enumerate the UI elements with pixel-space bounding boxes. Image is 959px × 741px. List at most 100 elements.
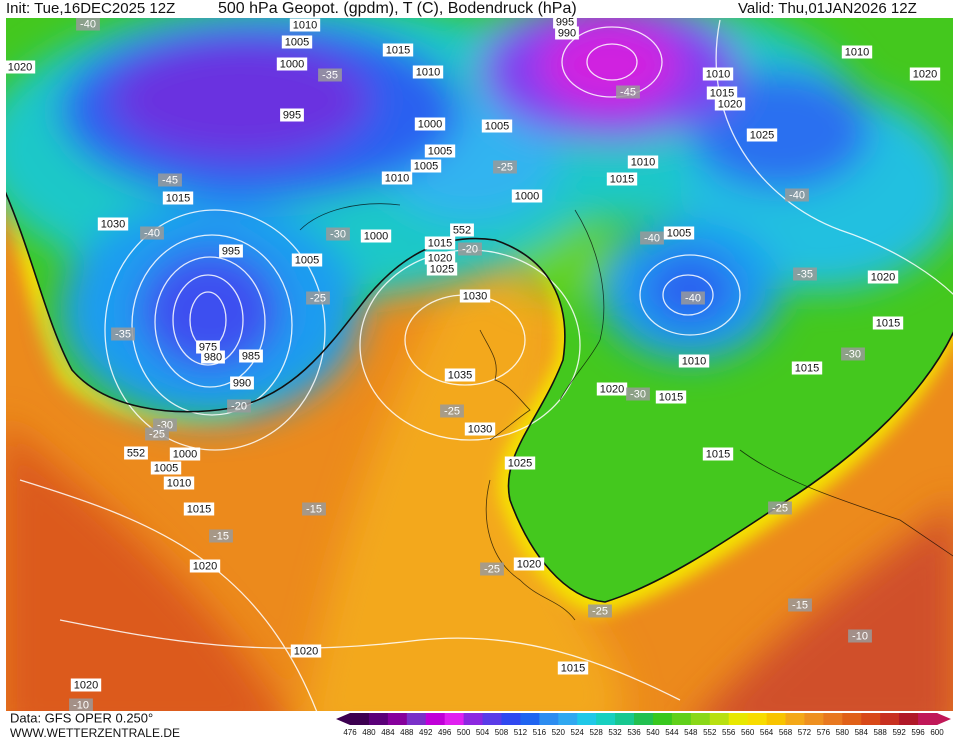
temperature-label: -10: [73, 699, 89, 711]
temperature-label: -10: [852, 630, 868, 642]
pressure-label-box: [230, 376, 254, 390]
colorbar-cell: [444, 713, 465, 725]
pressure-label-box: [459, 289, 491, 303]
colorbar-label: 516: [533, 728, 547, 737]
temperature-label-box: [480, 562, 504, 576]
pressure-label: 1005: [485, 120, 509, 132]
temperature-label: -25: [592, 605, 608, 617]
temperature-label: -40: [144, 227, 160, 239]
pressure-label-box: [381, 171, 413, 185]
temperature-label-box: [785, 188, 809, 202]
pressure-label: 1000: [515, 190, 539, 202]
temperature-label: -30: [330, 228, 346, 240]
pressure-label-box: [360, 229, 392, 243]
colorbar-cell: [690, 713, 711, 725]
pressure-label-box: [872, 316, 904, 330]
pressure-label: 1020: [428, 252, 452, 264]
colorbar-cell: [880, 713, 900, 725]
pressure-label: 1005: [414, 160, 438, 172]
colorbar-cell: [918, 713, 938, 725]
pressure-label-box: [557, 661, 589, 675]
pressure-label: 1025: [430, 263, 454, 275]
pressure-label-box: [412, 65, 444, 79]
temperature-label-box: [76, 18, 100, 31]
pressure-label-box: [450, 223, 474, 237]
colorbar-label: 568: [779, 728, 793, 737]
pressure-label-box: [6, 60, 36, 74]
colorbar-label: 544: [665, 728, 679, 737]
colorbar-cell: [899, 713, 919, 725]
pressure-label-box: [841, 45, 873, 59]
colorbar-cell: [671, 713, 692, 725]
pressure-label-box: [183, 502, 215, 516]
pressure-label-box: [702, 447, 734, 461]
pressure-label-box: [426, 262, 458, 276]
colorbar-label: 540: [646, 728, 660, 737]
temperature-label: -30: [845, 348, 861, 360]
pressure-label-box: [201, 350, 225, 364]
pressure-label: 1015: [659, 391, 683, 403]
colorbar-label: 572: [798, 728, 812, 737]
website: WWW.WETTERZENTRALE.DE: [10, 726, 180, 740]
pressure-label-box: [239, 349, 263, 363]
pressure-label-box: [663, 226, 695, 240]
temperature-label-box: [841, 347, 865, 361]
temperature-label: -40: [685, 292, 701, 304]
pressure-label: 1030: [468, 423, 492, 435]
pressure-label: 1030: [101, 218, 125, 230]
temperature-label-box: [768, 501, 792, 515]
colorbar-label: 492: [419, 728, 433, 737]
temperature-label-box: [793, 267, 817, 281]
colorbar-cell: [842, 713, 862, 725]
colorbar-cell: [368, 713, 389, 725]
pressure-label: 1020: [600, 383, 624, 395]
pressure-label: 1000: [364, 230, 388, 242]
valid-time: Valid: Thu,01JAN2026 12Z: [738, 0, 917, 17]
pressure-label: 1030: [463, 290, 487, 302]
temperature-label: -25: [772, 502, 788, 514]
pressure-label: 1015: [610, 173, 634, 185]
temperature-label-box: [306, 291, 330, 305]
pressure-label-box: [382, 43, 414, 57]
colorbar-cell: [520, 713, 540, 725]
pressure-label-box: [596, 382, 628, 396]
temperature-label-box: [681, 291, 705, 305]
pressure-label: 995: [283, 109, 301, 121]
pressure-label-box: [163, 476, 195, 490]
pressure-label: 1020: [193, 560, 217, 572]
temperature-label-box: [140, 226, 164, 240]
pressure-label: 990: [558, 27, 576, 39]
pressure-label-box: [678, 354, 710, 368]
data-source: Data: GFS OPER 0.250°: [10, 710, 153, 725]
colorbar-cell: [577, 713, 597, 725]
pressure-label-box: [424, 236, 456, 250]
temperature-label: -25: [484, 563, 500, 575]
temperature-label-box: [458, 242, 482, 256]
init-time: Init: Tue,16DEC2025 12Z: [6, 0, 175, 17]
pressure-label-box: [464, 422, 496, 436]
pressure-label-box: [606, 172, 638, 186]
colorbar-cell: [709, 713, 730, 725]
pressure-label: 1015: [710, 87, 734, 99]
temperature-label: -20: [462, 243, 478, 255]
colorbar-label: 484: [381, 728, 395, 737]
pressure-label-box: [791, 361, 823, 375]
colorbar-label: 576: [817, 728, 831, 737]
colorbar-cell: [747, 713, 768, 725]
pressure-label: 1025: [750, 129, 774, 141]
colorbar-label: 520: [552, 728, 566, 737]
pressure-label-box: [481, 119, 513, 133]
temperature-label: -15: [213, 530, 229, 542]
pressure-label-box: [444, 368, 476, 382]
colorbar-label: 488: [400, 728, 414, 737]
temperature-label: -45: [162, 174, 178, 186]
pressure-label: 1010: [845, 46, 869, 58]
pressure-label-box: [281, 35, 313, 49]
pressure-label: 1000: [418, 118, 442, 130]
pressure-label: 995: [222, 245, 240, 257]
pressure-label: 1020: [913, 68, 937, 80]
pressure-label: 990: [233, 377, 251, 389]
temperature-label-box: [227, 399, 251, 413]
